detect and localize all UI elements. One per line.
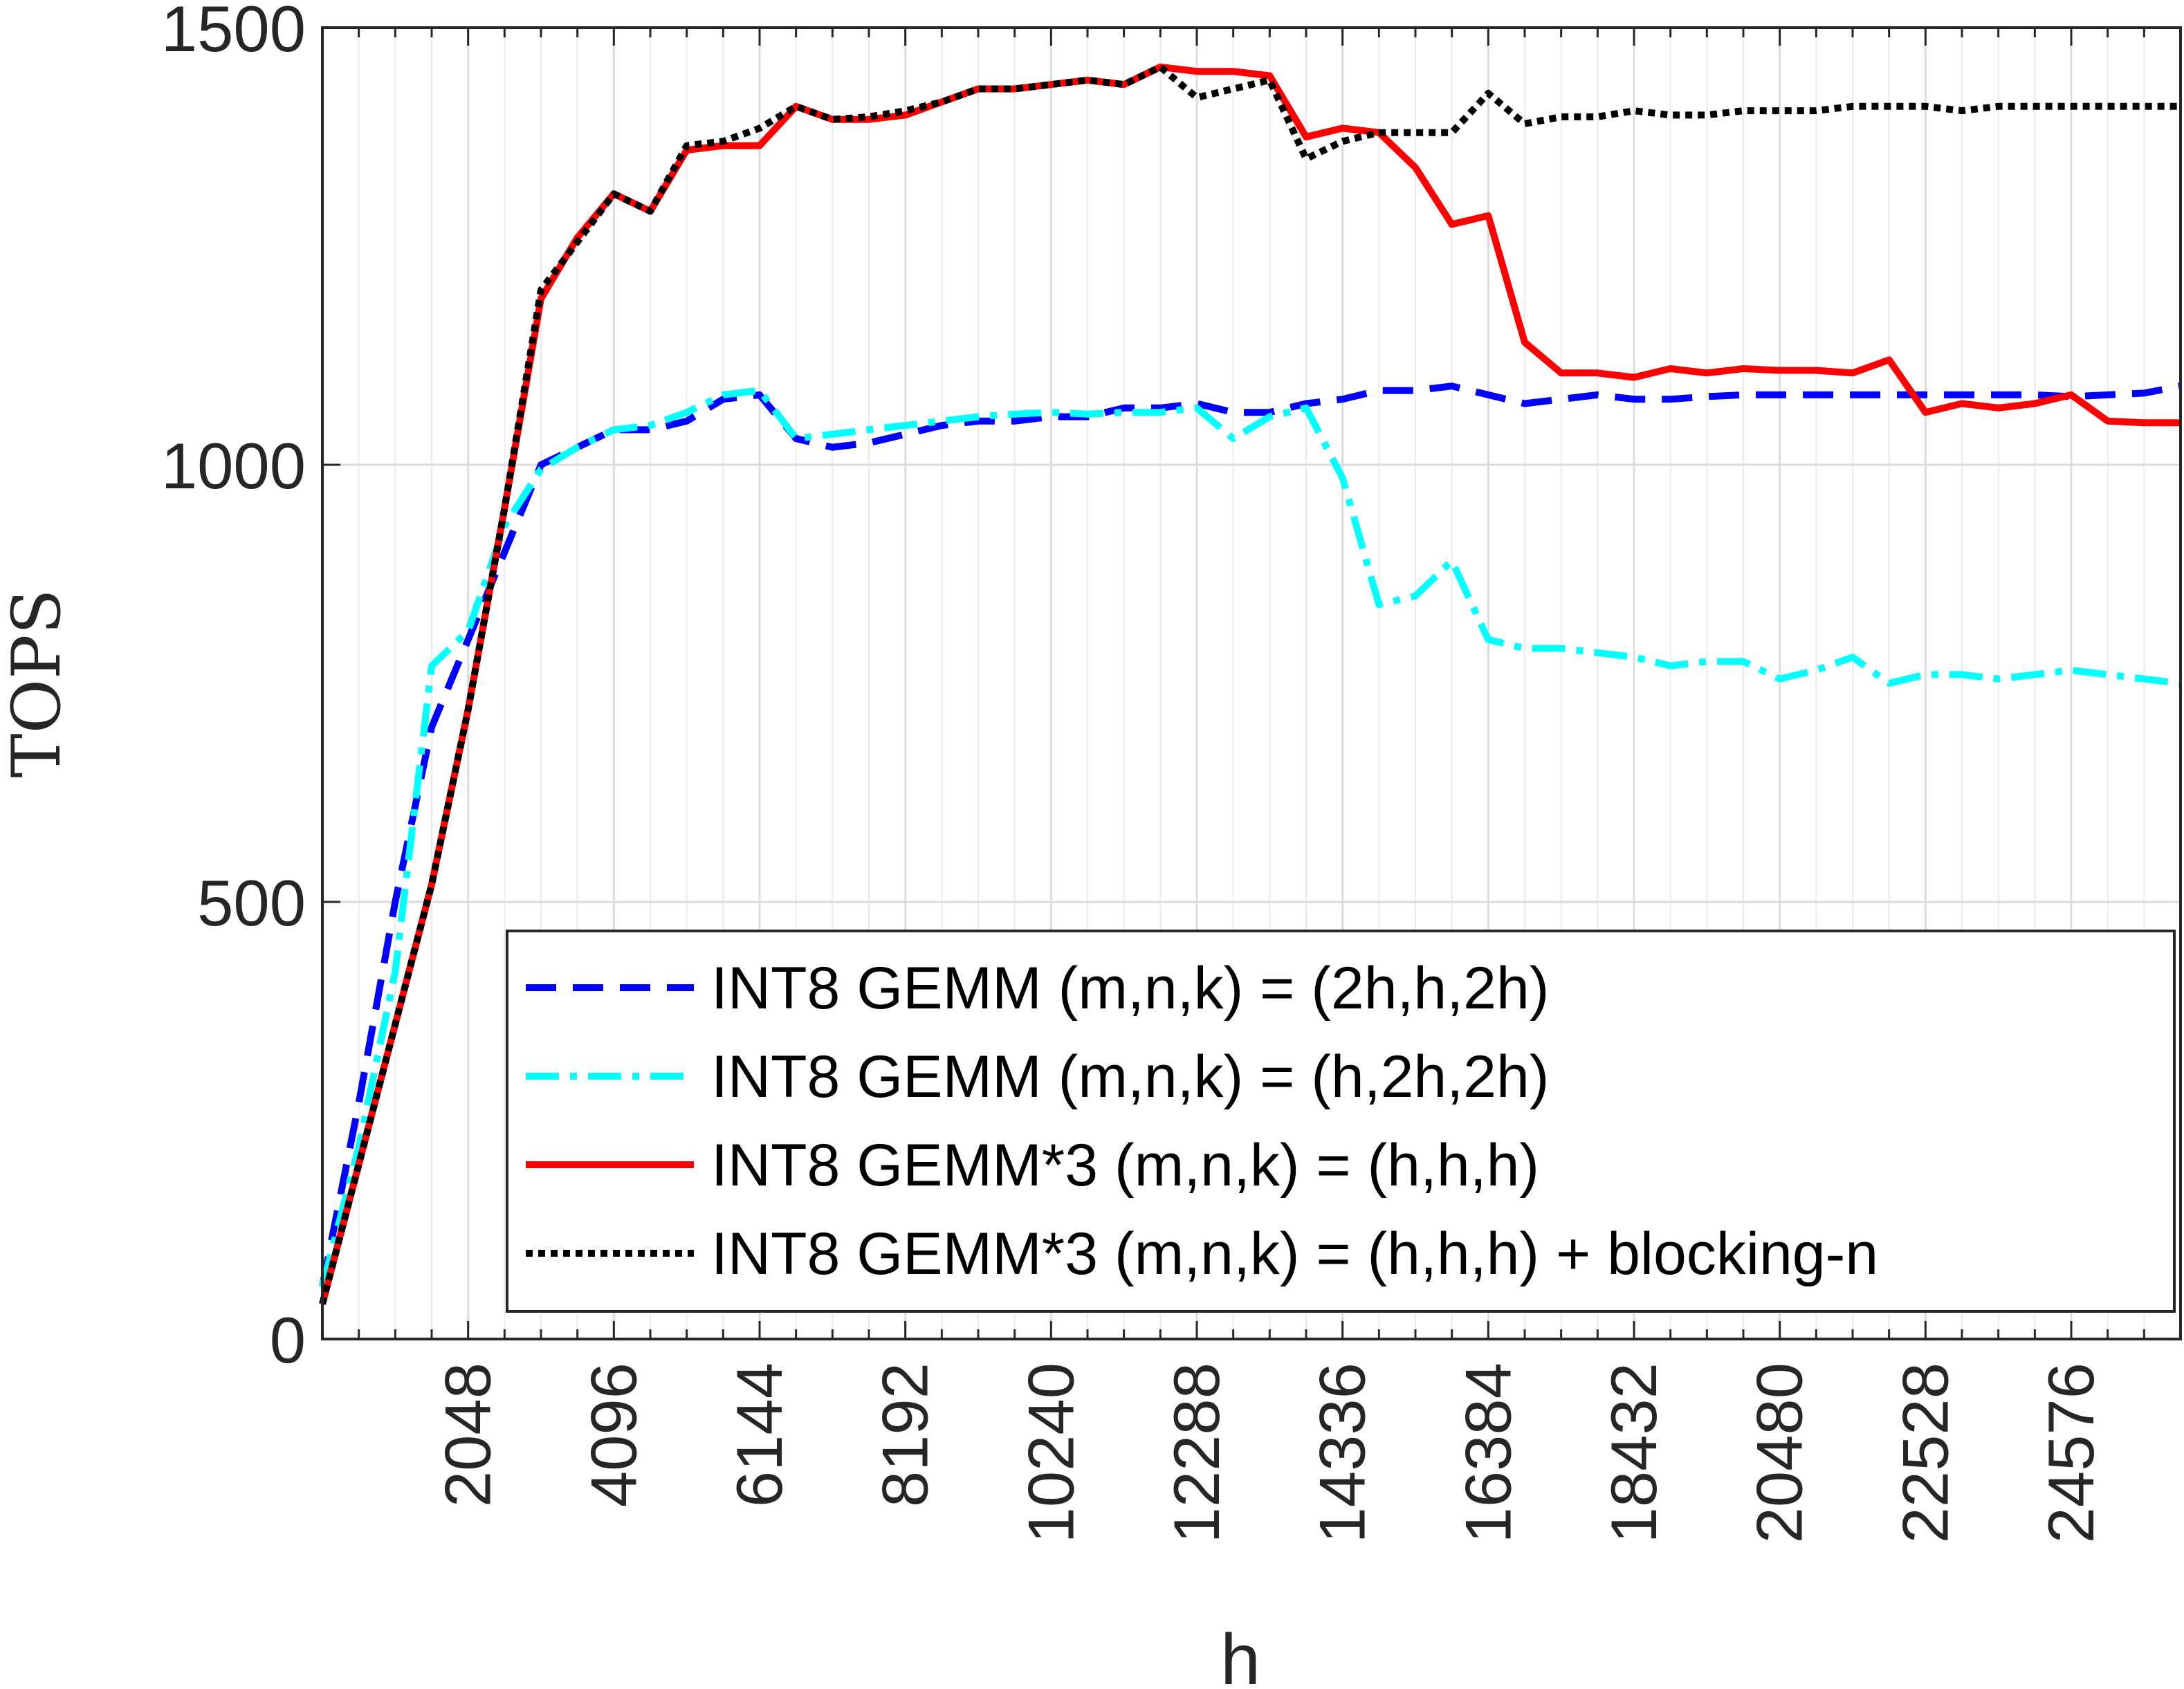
plot-frame — [321, 26, 2182, 1340]
y-tick-label: 500 — [197, 867, 306, 939]
legend-label-series-1: INT8 GEMM (m,n,k) = (2h,h,2h) — [711, 955, 1549, 1022]
legend-label-series-4: INT8 GEMM*3 (m,n,k) = (h,h,h) + blocking… — [711, 1221, 1878, 1287]
x-tick-label: 8192 — [869, 1363, 942, 1507]
y-axis-label: TOPS — [0, 589, 75, 777]
series-line-3 — [319, 63, 2181, 1305]
x-tick-label: 16384 — [1451, 1363, 1524, 1543]
y-tick-label: 1000 — [161, 430, 306, 502]
axis-ticks: 2048 4096 6144 8192 10240 12288 14336 16384 1843… — [161, 0, 2145, 1543]
legend-label-series-3: INT8 GEMM*3 (m,n,k) = (h,h,h) — [711, 1132, 1539, 1199]
series-layer — [319, 63, 2181, 1305]
x-tick-label: 18432 — [1597, 1363, 1670, 1543]
x-tick-label: 10240 — [1014, 1363, 1087, 1543]
x-tick-label: 4096 — [577, 1363, 650, 1507]
legend-label-series-2: INT8 GEMM (m,n,k) = (h,2h,2h) — [711, 1044, 1549, 1110]
y-tick-label: 0 — [270, 1304, 306, 1376]
x-tick-label: 14336 — [1306, 1363, 1379, 1543]
y-tick-label: 1500 — [161, 0, 306, 65]
series-line-4 — [319, 63, 2181, 1305]
x-tick-label: 12288 — [1160, 1363, 1233, 1543]
x-tick-label: 20480 — [1743, 1363, 1816, 1543]
x-axis-label: h — [1220, 1620, 1260, 1689]
legend-box — [506, 930, 2176, 1313]
x-tick-label: 6144 — [723, 1363, 796, 1507]
x-tick-label: 24576 — [2035, 1363, 2107, 1543]
x-tick-label: 22528 — [1889, 1363, 1961, 1543]
legend: INT8 GEMM (m,n,k) = (2h,h,2h) INT8 GEMM … — [506, 930, 2176, 1313]
series-line-2 — [319, 387, 2181, 1288]
x-tick-label: 2048 — [432, 1363, 504, 1507]
